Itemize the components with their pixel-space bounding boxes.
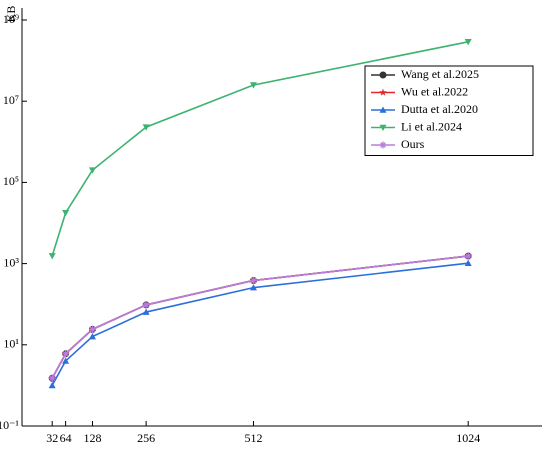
marker xyxy=(379,106,387,113)
marker xyxy=(142,308,150,315)
marker-shape xyxy=(379,106,387,113)
marker xyxy=(464,252,472,260)
legend-label: Dutta et al.2020 xyxy=(401,102,478,116)
marker-shape xyxy=(250,277,257,284)
marker-shape xyxy=(380,142,386,148)
marker-shape xyxy=(464,39,472,46)
marker-shape xyxy=(49,375,56,382)
y-tick-label: 10⁵ xyxy=(3,174,19,188)
marker-shape xyxy=(62,350,69,357)
marker-shape xyxy=(88,333,96,340)
marker-shape xyxy=(379,124,387,131)
marker xyxy=(464,259,472,266)
marker-shape xyxy=(465,253,472,259)
marker-shape xyxy=(48,253,56,260)
series-line xyxy=(51,41,469,257)
series-line xyxy=(51,255,469,379)
marker xyxy=(379,71,387,79)
y-tick-label: 10¹ xyxy=(3,337,19,351)
marker xyxy=(48,253,56,260)
marker-shape xyxy=(48,381,56,389)
marker-shape xyxy=(249,284,257,291)
y-tick-label: 10⁻¹ xyxy=(0,418,19,432)
marker xyxy=(62,210,70,217)
legend-label: Li et al.2024 xyxy=(401,119,462,133)
marker xyxy=(379,124,387,131)
marker xyxy=(249,276,257,284)
marker xyxy=(48,381,56,389)
marker-shape xyxy=(142,308,150,315)
x-tick-label: 256 xyxy=(137,431,155,445)
marker xyxy=(379,141,387,149)
x-tick-label: 128 xyxy=(83,431,101,445)
series-line xyxy=(51,255,469,379)
y-tick-label: 10⁷ xyxy=(3,93,19,107)
marker-shape xyxy=(89,326,96,333)
marker-shape xyxy=(249,82,257,89)
marker-shape xyxy=(143,301,150,308)
x-tick-label: 64 xyxy=(60,431,72,445)
legend-label: Wu et al.2022 xyxy=(401,84,468,98)
marker xyxy=(62,357,70,364)
x-tick-label: 512 xyxy=(244,431,262,445)
x-tick-label: 1024 xyxy=(456,431,480,445)
marker xyxy=(249,82,257,89)
marker xyxy=(249,284,257,291)
marker-shape xyxy=(464,259,472,266)
marker xyxy=(62,350,70,358)
marker xyxy=(88,325,96,333)
marker-shape xyxy=(62,357,70,364)
marker xyxy=(142,301,150,309)
marker xyxy=(48,374,56,382)
x-tick-label: 32 xyxy=(46,431,58,445)
marker-shape xyxy=(62,210,70,217)
marker xyxy=(88,167,96,174)
marker xyxy=(379,88,387,96)
legend-label: Ours xyxy=(401,137,425,151)
marker-shape xyxy=(142,124,150,131)
y-tick-label: 10³ xyxy=(3,255,19,269)
legend-label: Wang et al.2025 xyxy=(401,67,479,81)
marker xyxy=(142,124,150,131)
marker xyxy=(88,333,96,340)
series-line xyxy=(51,262,469,386)
marker-shape xyxy=(88,167,96,174)
marker-shape xyxy=(379,88,387,96)
marker xyxy=(464,39,472,46)
y-axis-label: KB xyxy=(4,6,18,23)
series-line xyxy=(51,255,469,379)
marker-shape xyxy=(379,71,387,79)
y-tick-label: 10⁹ xyxy=(3,12,19,26)
